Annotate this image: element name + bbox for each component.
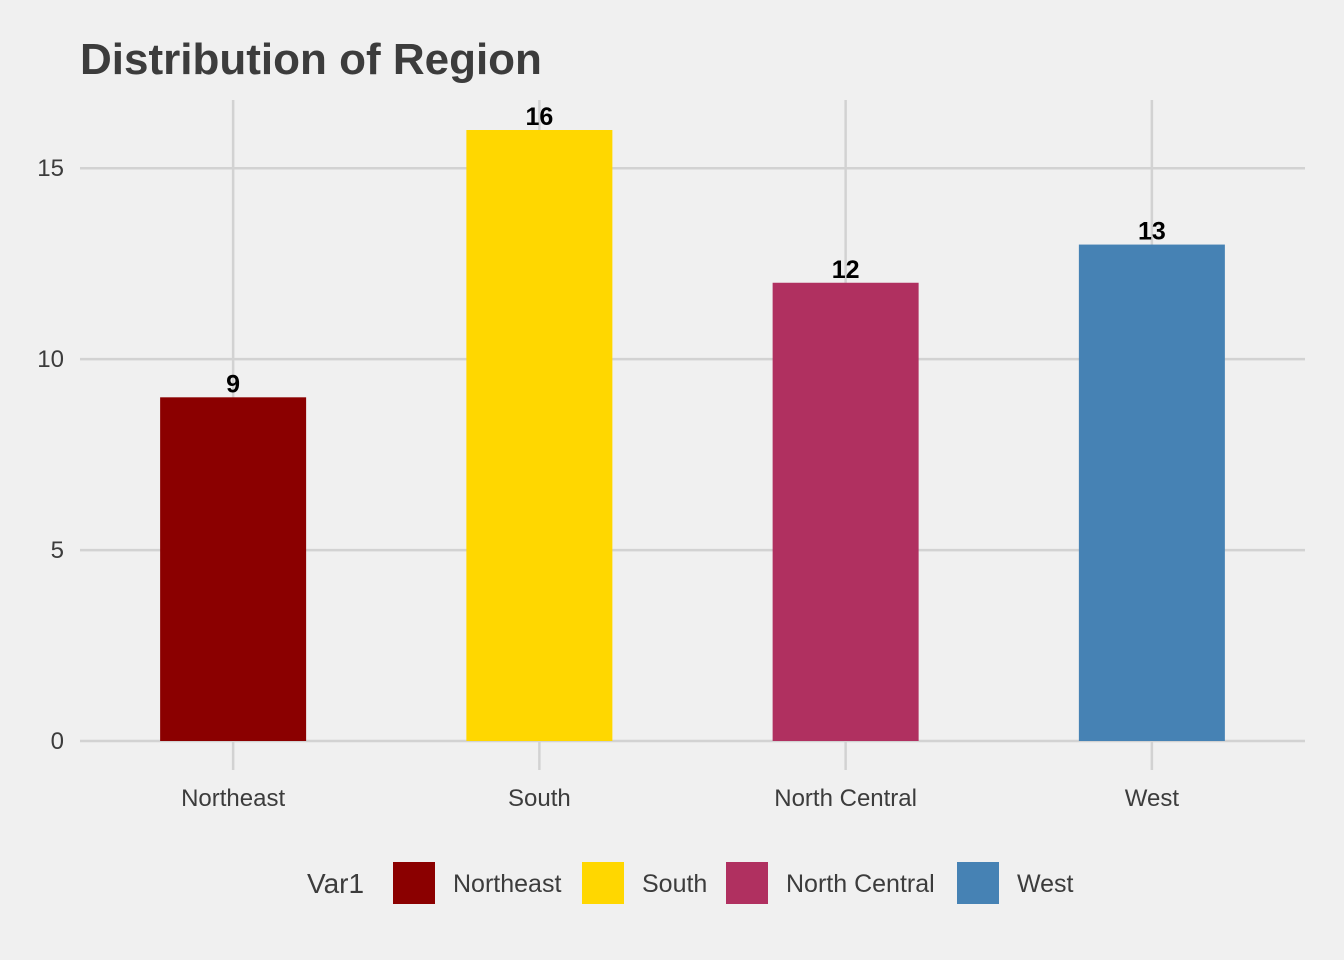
bar-north-central bbox=[772, 282, 919, 741]
data-label: 9 bbox=[226, 370, 240, 398]
data-label: 13 bbox=[1138, 218, 1166, 246]
legend-key bbox=[393, 862, 435, 904]
y-tick-label: 15 bbox=[37, 155, 64, 182]
legend-label: West bbox=[1017, 870, 1074, 898]
legend-key bbox=[726, 862, 768, 904]
data-label: 16 bbox=[525, 103, 553, 131]
legend-label: North Central bbox=[786, 870, 935, 898]
x-tick-label: West bbox=[1125, 785, 1180, 812]
x-tick-label: North Central bbox=[774, 785, 917, 812]
bar-northeast bbox=[160, 397, 307, 741]
bars bbox=[160, 130, 1225, 741]
x-tick-label: Northeast bbox=[181, 785, 285, 812]
data-label: 12 bbox=[832, 256, 860, 284]
legend-label: Northeast bbox=[453, 870, 561, 898]
legend-key bbox=[957, 862, 999, 904]
bar-south bbox=[466, 130, 613, 741]
chart-title: Distribution of Region bbox=[80, 35, 542, 84]
legend-title: Var1 bbox=[307, 868, 364, 899]
y-tick-label: 5 bbox=[51, 537, 64, 564]
x-tick-label: South bbox=[508, 785, 571, 812]
legend: Var1 Northeast South North Central West bbox=[307, 862, 1074, 904]
legend-key bbox=[582, 862, 624, 904]
y-tick-label: 0 bbox=[51, 728, 64, 755]
data-labels: 9 16 12 13 bbox=[226, 103, 1166, 398]
y-axis: 0 5 10 15 bbox=[37, 155, 64, 755]
y-tick-label: 10 bbox=[37, 346, 64, 373]
x-axis: Northeast South North Central West bbox=[181, 785, 1179, 812]
legend-label: South bbox=[642, 870, 707, 898]
bar-west bbox=[1078, 244, 1225, 741]
